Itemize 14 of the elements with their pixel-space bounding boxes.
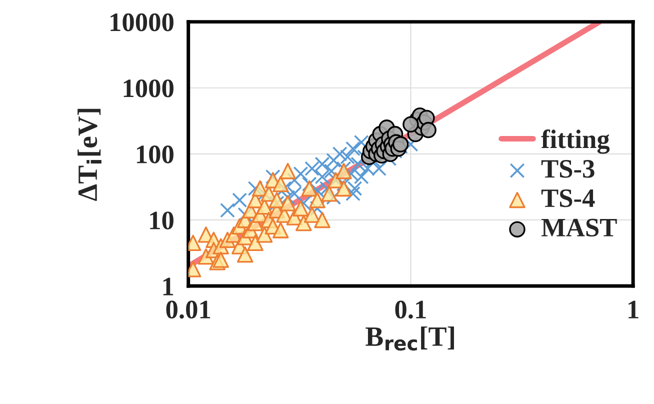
y-tick-label: 10 <box>150 212 174 230</box>
x-tick-label: 0.01 <box>166 300 210 319</box>
x-axis-title: B$_{rec}$[T] <box>366 326 454 351</box>
legend-label: TS-4 <box>541 189 595 208</box>
x-tick-label: 0.1 <box>395 300 426 319</box>
legend-label: MAST <box>541 218 617 237</box>
x-tick-label: 1 <box>628 300 638 318</box>
y-tick-label: 10000 <box>110 13 174 32</box>
legend-label: TS-3 <box>541 160 594 178</box>
y-axis-title: ΔT$_{i}$[eV] <box>78 108 102 201</box>
y-tick-label: 1000 <box>124 79 174 98</box>
legend-label: fitting <box>541 129 610 154</box>
y-tick-label: 100 <box>136 146 174 164</box>
y-tick-label: 1 <box>163 278 174 296</box>
